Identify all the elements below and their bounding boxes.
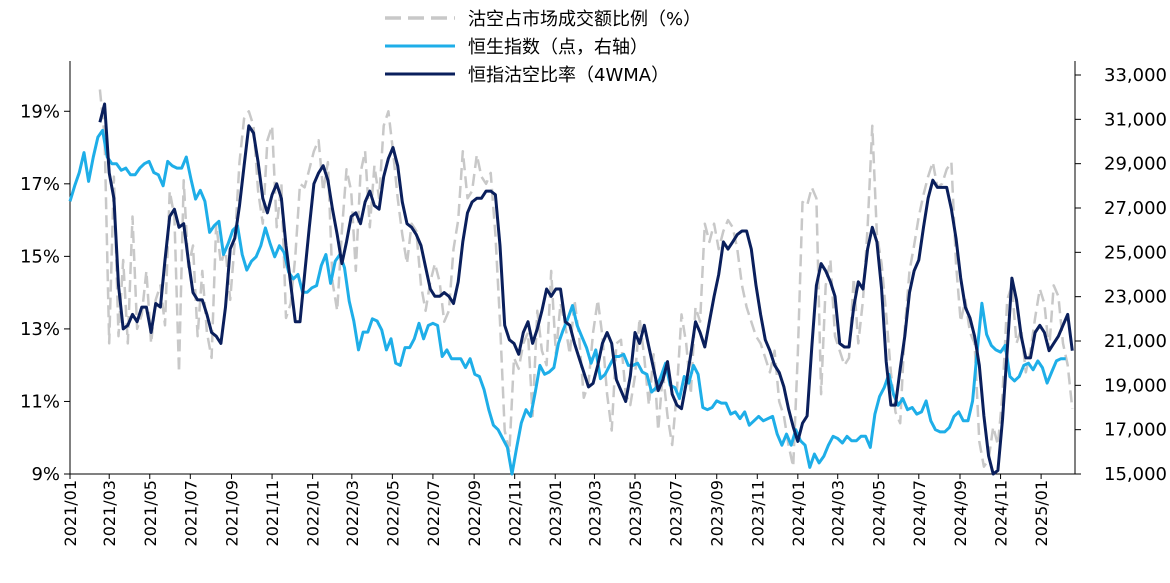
right-tick-label: 33,000	[1104, 65, 1167, 86]
series-line-short-4wma	[98, 102, 1074, 476]
left-tick-label: 11%	[20, 391, 60, 412]
right-tick-label: 27,000	[1104, 198, 1167, 219]
right-tick-label: 15,000	[1104, 464, 1167, 485]
axes: 9% 11% 13% 15% 17% 19% 15,000 17,000 19,000 21,00…	[20, 61, 1167, 546]
right-tick-label: 31,000	[1104, 109, 1167, 130]
x-tick-label: 2022/03	[343, 480, 362, 546]
series-line-short-ratio	[98, 89, 1074, 468]
right-tick-label: 19,000	[1104, 375, 1167, 396]
x-tick-label: 2025/01	[1032, 480, 1051, 546]
x-tick-label: 2023/07	[667, 480, 686, 546]
x-tick-label: 2023/09	[708, 480, 727, 546]
right-tick-label: 17,000	[1104, 420, 1167, 441]
x-tick-label: 2021/09	[223, 480, 242, 546]
right-tick-label: 25,000	[1104, 242, 1167, 263]
x-tick-label: 2021/05	[141, 480, 160, 546]
x-tick-label: 2021/01	[61, 480, 80, 546]
series-layer	[68, 89, 1074, 476]
x-tick-label: 2022/11	[506, 480, 525, 546]
left-tick-label: 19%	[20, 101, 60, 122]
right-tick-label: 23,000	[1104, 287, 1167, 308]
x-tick-label: 2024/09	[951, 480, 970, 546]
legend: 沽空占市场成交额比例（%） 恒生指数（点，右轴） 恒指沽空比率（4WMA）	[385, 9, 701, 86]
x-tick-label: 2024/01	[789, 480, 808, 546]
legend-label-short-4wma: 恒指沽空比率（4WMA）	[468, 65, 669, 86]
x-tick-label: 2022/07	[424, 480, 443, 546]
left-tick-label: 15%	[20, 246, 60, 267]
x-tick-label: 2024/11	[992, 480, 1011, 546]
right-tick-label: 21,000	[1104, 331, 1167, 352]
legend-label-hsi: 恒生指数（点，右轴）	[468, 37, 648, 58]
x-tick-label: 2021/07	[181, 480, 200, 546]
x-tick-label: 2022/01	[304, 480, 323, 546]
x-tick-label: 2024/05	[869, 480, 888, 546]
x-tick-label: 2024/03	[829, 480, 848, 546]
x-tick-label: 2023/03	[585, 480, 604, 546]
left-tick-label: 9%	[31, 464, 60, 485]
left-tick-label: 13%	[20, 319, 60, 340]
x-tick-label: 2023/11	[748, 480, 767, 546]
left-tick-label: 17%	[20, 174, 60, 195]
x-tick-label: 2021/11	[263, 480, 282, 546]
x-tick-label: 2023/01	[546, 480, 565, 546]
x-tick-label: 2021/03	[100, 480, 119, 546]
x-tick-label: 2024/07	[910, 480, 929, 546]
legend-label-short-ratio: 沽空占市场成交额比例（%）	[468, 9, 701, 30]
right-tick-label: 29,000	[1104, 154, 1167, 175]
series-line-hsi	[68, 128, 1066, 476]
x-tick-label: 2023/05	[626, 480, 645, 546]
x-tick-label: 2022/05	[383, 480, 402, 546]
x-tick-label: 2022/09	[465, 480, 484, 546]
